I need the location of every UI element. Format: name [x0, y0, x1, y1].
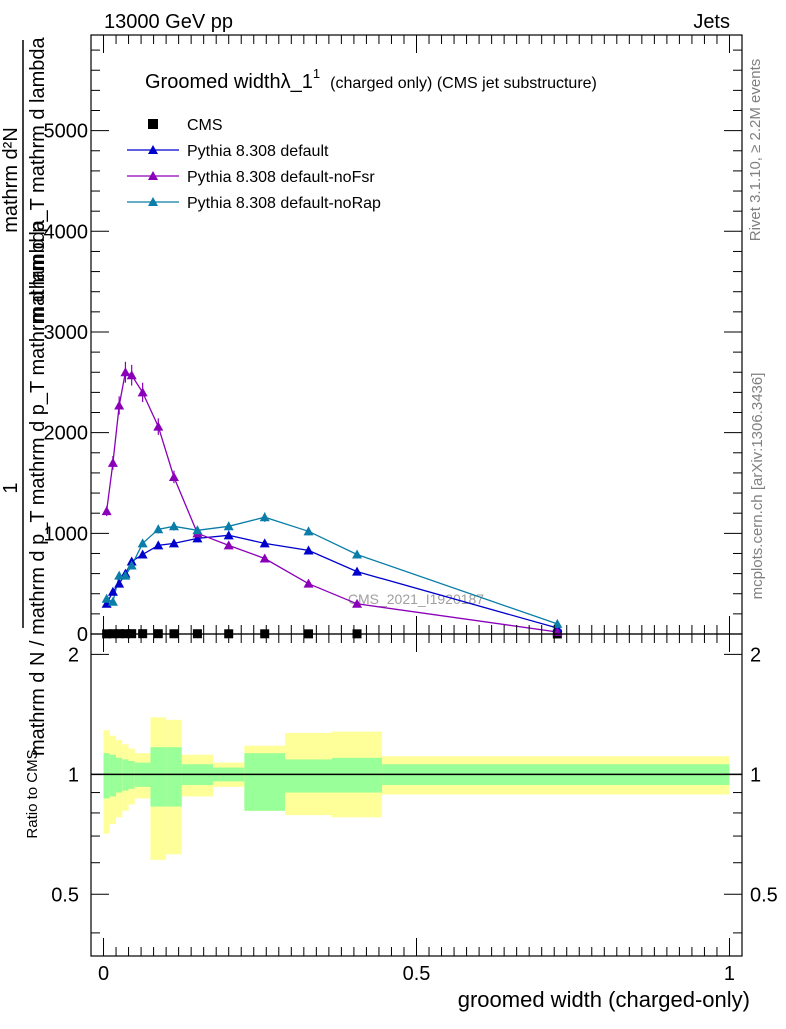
data-point-triangle	[352, 598, 363, 608]
ratio-y-tick-label: 0.5	[51, 884, 79, 906]
inner-band-bin	[109, 754, 117, 797]
main-curves	[105, 371, 558, 633]
energy-label: 13000 GeV pp	[104, 11, 233, 33]
data-point-triangle	[153, 524, 164, 534]
data-point-triangle	[223, 540, 234, 550]
data-point-triangle	[259, 553, 270, 563]
main-x-ticks	[103, 35, 730, 634]
data-point-triangle	[126, 560, 137, 570]
main-markers	[101, 361, 563, 639]
data-point-triangle	[153, 540, 164, 550]
data-point-triangle	[114, 400, 125, 410]
data-point-triangle	[126, 370, 137, 380]
data-point-triangle	[552, 618, 563, 628]
y-label-bottom: mathrm d N / mathrm d p_T mathrm d p_T m…	[27, 219, 49, 756]
data-point-triangle	[114, 570, 125, 580]
legend-label: Pythia 8.308 default	[187, 143, 329, 160]
legend-marker-triangle	[148, 171, 158, 180]
data-point-triangle	[168, 471, 179, 481]
data-point-triangle	[107, 457, 118, 467]
data-point-triangle	[168, 521, 179, 531]
data-point-triangle	[101, 593, 112, 603]
y-axis-label: 1 mathrm d N / mathrm d p_T mathrm d p_T…	[0, 36, 49, 756]
data-point-triangle	[223, 530, 234, 540]
ratio-y-axis: 0.5 0.5 1 1 2 2	[51, 644, 778, 934]
data-point-triangle	[107, 586, 118, 596]
y-label-top: 1	[0, 482, 22, 493]
legend-label: Pythia 8.308 default-noFsr	[187, 169, 375, 186]
legend-marker-triangle	[148, 145, 158, 154]
x-tick-label: 1	[724, 963, 735, 985]
data-point-triangle	[192, 533, 203, 543]
y-tick-label: 4000	[44, 221, 89, 243]
ratio-x-axis: 0 0.5 1	[98, 634, 735, 985]
data-point-triangle	[352, 549, 363, 559]
x-tick-label: 0.5	[403, 963, 431, 985]
data-point-triangle	[303, 526, 314, 536]
data-point-triangle	[137, 549, 148, 559]
chart-title-sup: 1	[313, 66, 320, 81]
y-tick-label: 1000	[44, 523, 89, 545]
y-label-denominator: mathrm d p_T mathrm d lambda	[27, 36, 49, 322]
series-line-2	[105, 371, 558, 633]
data-point-triangle	[137, 387, 148, 397]
x-axis-label: groomed width (charged-only)	[458, 987, 750, 1012]
ratio-y-tick-label-right: 2	[750, 644, 761, 666]
y-tick-label: 5000	[44, 121, 89, 143]
legend-label: CMS	[187, 117, 223, 134]
legend-label: Pythia 8.308 default-noRap	[187, 195, 381, 212]
legend: CMS Pythia 8.308 default Pythia 8.308 defa…	[127, 117, 381, 212]
series-line-3	[106, 516, 558, 625]
ratio-y-tick-label-right: 1	[750, 764, 761, 786]
data-point-triangle	[114, 578, 125, 588]
x-tick-label: 0	[98, 963, 109, 985]
y-label-numerator: mathrm d²N	[0, 127, 22, 233]
data-point-triangle	[107, 596, 118, 606]
ratio-y-tick-label: 1	[68, 764, 79, 786]
ratio-y-label: Ratio to CMS	[24, 749, 41, 838]
ratio-y-tick-label-right: 0.5	[750, 884, 778, 906]
chart-title-main: Groomed widthλ_1	[145, 71, 313, 93]
data-point-triangle	[192, 525, 203, 535]
data-point-triangle	[168, 538, 179, 548]
main-y-axis: 0 1000 2000 3000 4000 5000	[44, 49, 742, 646]
chart-title-rest: (charged only) (CMS jet substructure)	[330, 75, 597, 92]
ratio-panel: 0.5 0.51 12 2 0 0.5 1 Ratio to CMS groomed wi…	[24, 633, 778, 1012]
data-point-triangle	[259, 512, 270, 522]
inner-band-bin	[244, 753, 286, 811]
data-point-triangle	[259, 538, 270, 548]
inner-band-bin	[166, 747, 182, 807]
mcplots-label: mcplots.cern.ch [arXiv:1306.3436]	[749, 373, 766, 600]
ratio-bands	[103, 717, 730, 860]
y-tick-label: 2000	[44, 423, 89, 445]
data-point-triangle	[137, 538, 148, 548]
legend-marker-triangle	[148, 197, 158, 206]
inner-band-bin	[116, 757, 123, 793]
data-point-triangle	[352, 566, 363, 576]
data-point-triangle	[153, 421, 164, 431]
legend-marker-square	[148, 119, 158, 129]
y-tick-label: 3000	[44, 322, 89, 344]
main-panel: CMS_2021_I1920187 010002000300040005000 …	[0, 34, 743, 756]
inner-band-bin	[331, 757, 383, 793]
chart-title: Groomed widthλ_11 (charged only) (CMS jet…	[145, 66, 597, 93]
data-point-triangle	[120, 570, 131, 580]
series-line-1	[106, 534, 558, 629]
ratio-y-tick-label: 2	[68, 644, 79, 666]
data-point-triangle	[223, 521, 234, 531]
data-point-triangle	[101, 506, 112, 516]
data-point-triangle	[303, 545, 314, 555]
watermark: CMS_2021_I1920187	[348, 591, 484, 607]
category-label: Jets	[693, 11, 730, 33]
inner-band-bin	[285, 759, 332, 793]
rivet-label: Rivet 3.1.10, ≥ 2.2M events	[747, 59, 764, 242]
inner-band-bin	[150, 747, 167, 807]
data-point-triangle	[120, 367, 131, 377]
data-point-triangle	[303, 578, 314, 588]
inner-band-bin	[103, 753, 110, 799]
y-tick-label: 0	[77, 624, 88, 646]
